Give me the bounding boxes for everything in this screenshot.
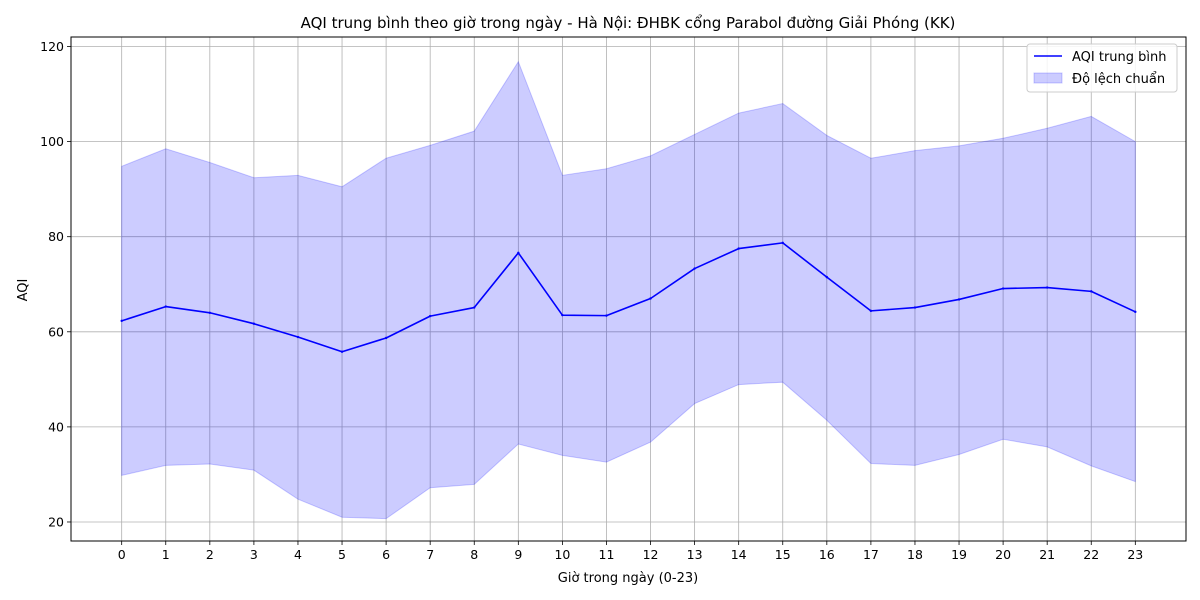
x-tick-label: 21 — [1039, 547, 1055, 562]
mean-points — [120, 241, 1137, 353]
mean-point — [605, 314, 608, 317]
std-band-area — [121, 60, 1136, 520]
x-tick-label: 9 — [514, 547, 522, 562]
x-tick-label: 6 — [382, 547, 390, 562]
x-tick-label: 16 — [819, 547, 835, 562]
mean-point — [384, 336, 388, 340]
mean-line — [121, 242, 1136, 353]
y-axis-ticks: 20 40 60 80 100 120 — [40, 39, 71, 529]
y-tick-label: 80 — [48, 229, 64, 244]
mean-point — [825, 275, 829, 279]
mean-point — [649, 297, 652, 300]
x-tick-label: 18 — [907, 547, 923, 562]
mean-point — [693, 267, 696, 270]
x-tick-label: 12 — [643, 547, 659, 562]
mean-point — [1001, 287, 1005, 290]
mean-point — [296, 335, 300, 339]
y-tick-label: 60 — [48, 324, 64, 339]
mean-point — [957, 298, 961, 301]
mean-point — [781, 241, 784, 245]
mean-point — [517, 251, 520, 255]
mean-point — [164, 305, 167, 308]
x-tick-label: 17 — [863, 547, 879, 562]
x-tick-label: 0 — [118, 547, 126, 562]
x-tick-label: 14 — [731, 547, 747, 562]
y-tick-label: 20 — [48, 514, 64, 529]
mean-line-path — [121, 242, 1136, 353]
mean-point — [869, 309, 873, 313]
x-tick-label: 13 — [687, 547, 703, 562]
plot-frame — [70, 36, 1187, 542]
y-axis-label: AQI — [16, 279, 31, 302]
mean-point — [120, 319, 123, 323]
x-tick-label: 2 — [206, 547, 214, 562]
chart-title: AQI trung bình theo giờ trong ngày - Hà … — [301, 14, 956, 32]
x-tick-label: 4 — [294, 547, 302, 562]
mean-point — [913, 306, 917, 309]
mean-point — [561, 313, 564, 317]
std-band — [121, 60, 1136, 520]
legend-band-swatch — [1033, 72, 1063, 84]
x-tick-label: 7 — [426, 547, 434, 562]
legend: AQI trung bình Độ lệch chuẩn — [1026, 43, 1178, 93]
x-tick-label: 3 — [250, 547, 258, 562]
x-axis-label: Giờ trong ngày (0-23) — [558, 571, 698, 586]
mean-point — [252, 322, 256, 325]
legend-label-std: Độ lệch chuẩn — [1072, 72, 1165, 87]
grid — [71, 37, 1186, 541]
mean-point — [737, 247, 740, 250]
mean-point — [1090, 290, 1093, 293]
legend-frame — [1026, 43, 1178, 93]
mean-point — [1045, 286, 1049, 289]
mean-point — [428, 314, 432, 318]
x-tick-label: 20 — [995, 547, 1011, 562]
x-tick-label: 22 — [1083, 547, 1099, 562]
x-tick-label: 15 — [775, 547, 791, 562]
x-tick-label: 23 — [1127, 547, 1143, 562]
mean-point — [1134, 310, 1137, 314]
y-tick-label: 40 — [48, 419, 64, 434]
x-tick-label: 19 — [951, 547, 967, 562]
y-tick-label: 120 — [40, 39, 64, 54]
y-tick-label: 100 — [40, 134, 64, 149]
x-axis-ticks: 0 1 2 3 4 5 6 7 8 9 10 11 12 13 14 15 16 17 18 19 20 21 22 23 — [118, 541, 1143, 562]
mean-point — [473, 306, 476, 309]
x-tick-label: 8 — [470, 547, 478, 562]
x-tick-label: 1 — [162, 547, 170, 562]
x-tick-label: 11 — [599, 547, 615, 562]
x-tick-label: 10 — [554, 547, 570, 562]
legend-label-mean: AQI trung bình — [1072, 50, 1167, 65]
mean-point — [208, 311, 212, 314]
x-tick-label: 5 — [338, 547, 346, 562]
mean-point — [340, 350, 344, 353]
